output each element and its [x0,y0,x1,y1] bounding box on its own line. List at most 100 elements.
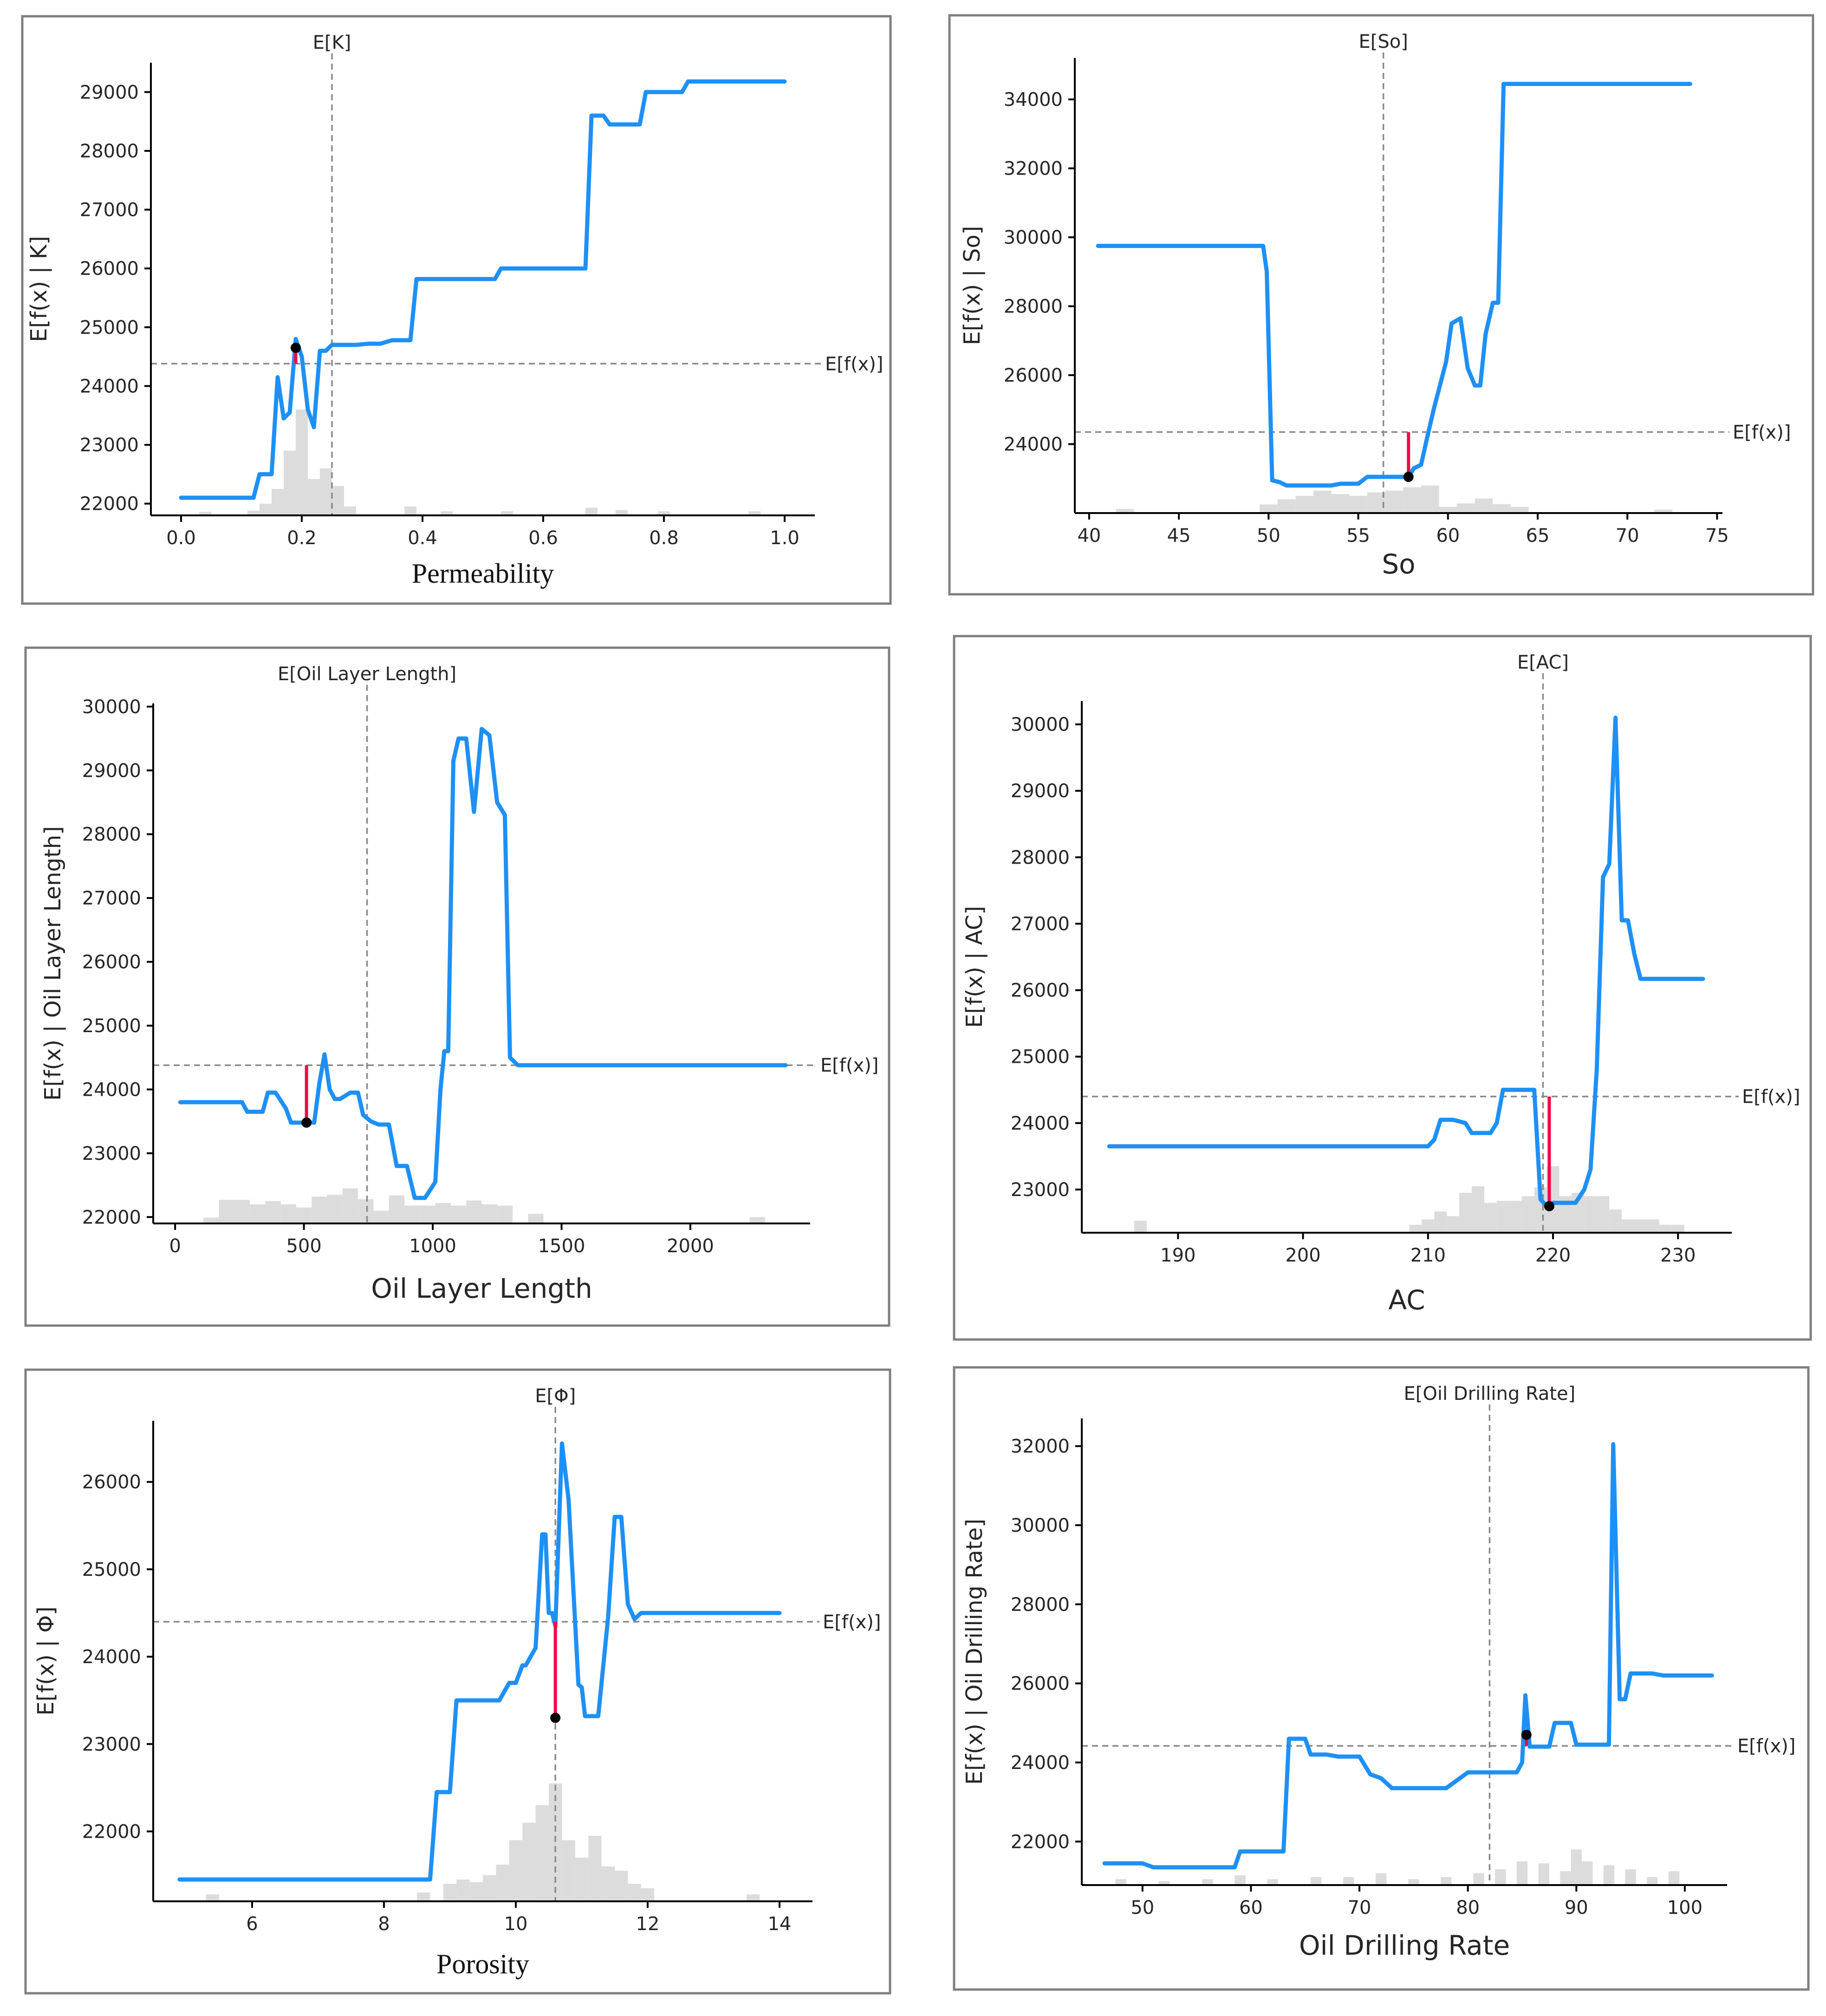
histogram-bar [1331,494,1350,513]
x-tick-label: 10 [504,1913,528,1935]
histogram-bar [1115,1879,1126,1885]
y-tick-label: 24000 [1011,1752,1070,1774]
histogram-bar [1472,1186,1484,1233]
histogram-bar [483,1875,496,1901]
x-tick-label: 0 [169,1236,181,1257]
histogram-bar [332,486,344,515]
panel-permeability: 0.0 0.2 0.4 0.6 0.8 1.0 22000 23000 24000 25000 26… [21,15,892,605]
histogram-bar [509,1840,523,1901]
y-tick-label: 22000 [82,1207,141,1228]
histogram-bar [296,410,308,515]
histogram-bar [549,1783,562,1901]
histogram-bar [417,1892,430,1901]
histogram-bar [247,510,260,515]
histogram-bar [1385,490,1404,513]
histogram-bar [1277,499,1296,513]
feature-histogram [1115,1849,1680,1885]
y-axis-title: E[f(x) | Φ] [33,1606,59,1716]
histogram-bar [1609,1209,1622,1233]
y-tick-label: 30000 [1011,1515,1070,1536]
histogram-bar [1158,1881,1170,1885]
y-tick-label: 25000 [82,1015,141,1037]
histogram-bar [234,1200,250,1223]
histogram-bar [1625,1869,1636,1885]
histogram-bar [1473,1873,1484,1885]
panel-porosity: 6 8 10 12 14 22000 23000 24000 25000 26000 E[Φ] E… [24,1368,891,1995]
histogram-bar [1409,1224,1422,1233]
expected-output-label: E[f(x)] [825,353,883,375]
histogram-bar [501,511,513,515]
y-tick-label: 28000 [80,141,139,162]
histogram-bar [358,1199,374,1223]
histogram-bar [320,468,332,515]
x-tick-label: 12 [636,1913,660,1935]
y-tick-label: 27000 [82,888,141,909]
y-tick-label: 22000 [82,1821,141,1842]
histogram-bar [1434,1211,1447,1233]
histogram-bar [1343,1877,1354,1885]
expected-feature-label: E[Oil Drilling Rate] [1404,1383,1575,1405]
y-tick-label: 28000 [1011,847,1070,868]
histogram-bar [203,1217,219,1223]
histogram-bar [1538,1863,1549,1885]
histogram-bar [1349,495,1367,513]
histogram-bar [1509,1201,1522,1233]
histogram-bar [1521,1196,1534,1233]
panel-ac: 190 200 210 220 230 23000 24000 25000 26000 27000… [953,635,1812,1341]
histogram-bar [1671,1224,1684,1233]
x-tick-label: 45 [1167,525,1191,546]
x-tick-label: 55 [1346,525,1370,546]
histogram-bar [1447,1216,1460,1233]
x-axis-title: AC [1388,1284,1425,1316]
histogram-bar [1654,509,1672,513]
x-axis-title: Permeability [412,558,554,589]
expected-output-label: E[f(x)] [1742,1086,1800,1108]
y-tick-label: 34000 [1004,89,1063,111]
histogram-bar [265,1201,281,1223]
histogram-bar [1457,503,1475,513]
y-tick-label: 22000 [1011,1831,1070,1853]
x-tick-label: 1.0 [770,527,799,549]
y-axis-title: E[f(x) | So] [959,226,985,345]
y-tick-label: 24000 [80,376,139,397]
panel-frame [21,15,892,605]
histogram-bar [1484,1203,1497,1233]
histogram-bar [1634,1219,1647,1233]
y-tick-label: 23000 [80,435,139,456]
panel-frame [953,635,1812,1341]
x-tick-label: 220 [1535,1245,1571,1266]
y-tick-label: 25000 [82,1559,141,1580]
x-tick-label: 40 [1077,525,1101,546]
y-tick-label: 26000 [1011,1673,1070,1695]
partial-dependence-line [1102,1442,1714,1870]
x-tick-label: 1000 [409,1236,456,1257]
x-tick-label: 90 [1565,1897,1588,1918]
y-tick-label: 23000 [82,1734,141,1755]
x-tick-label: 190 [1160,1245,1196,1266]
histogram-bar [420,1205,435,1223]
y-tick-label: 24000 [1004,434,1063,455]
histogram-bar [435,1203,451,1223]
y-axis-title: E[f(x) | Oil Layer Length] [40,826,66,1101]
histogram-bar [1597,1196,1610,1233]
y-tick-label: 28000 [1011,1594,1070,1615]
histogram-bar [250,1204,266,1223]
histogram-bar [280,1204,296,1223]
panel-oil-drilling-rate: 50 60 70 80 90 100 22000 24000 26000 28000 30000 32… [953,1366,1810,1991]
x-axis-title: So [1382,548,1415,580]
histogram-bar [528,1214,544,1223]
expected-feature-label: E[Φ] [535,1385,576,1407]
histogram-bar [1493,504,1511,513]
expected-feature-label: E[So] [1358,31,1408,52]
histogram-bar [450,1205,467,1223]
histogram-bar [1439,507,1457,513]
x-tick-label: 2000 [667,1236,714,1257]
histogram-bar [1116,509,1134,513]
y-tick-label: 29000 [82,760,141,781]
histogram-bar [1646,1219,1659,1233]
feature-histogram [1116,485,1672,513]
x-tick-label: 50 [1131,1897,1154,1918]
x-tick-label: 0.4 [408,527,437,549]
histogram-bar [1475,498,1493,513]
feature-histogram [206,1783,760,1901]
